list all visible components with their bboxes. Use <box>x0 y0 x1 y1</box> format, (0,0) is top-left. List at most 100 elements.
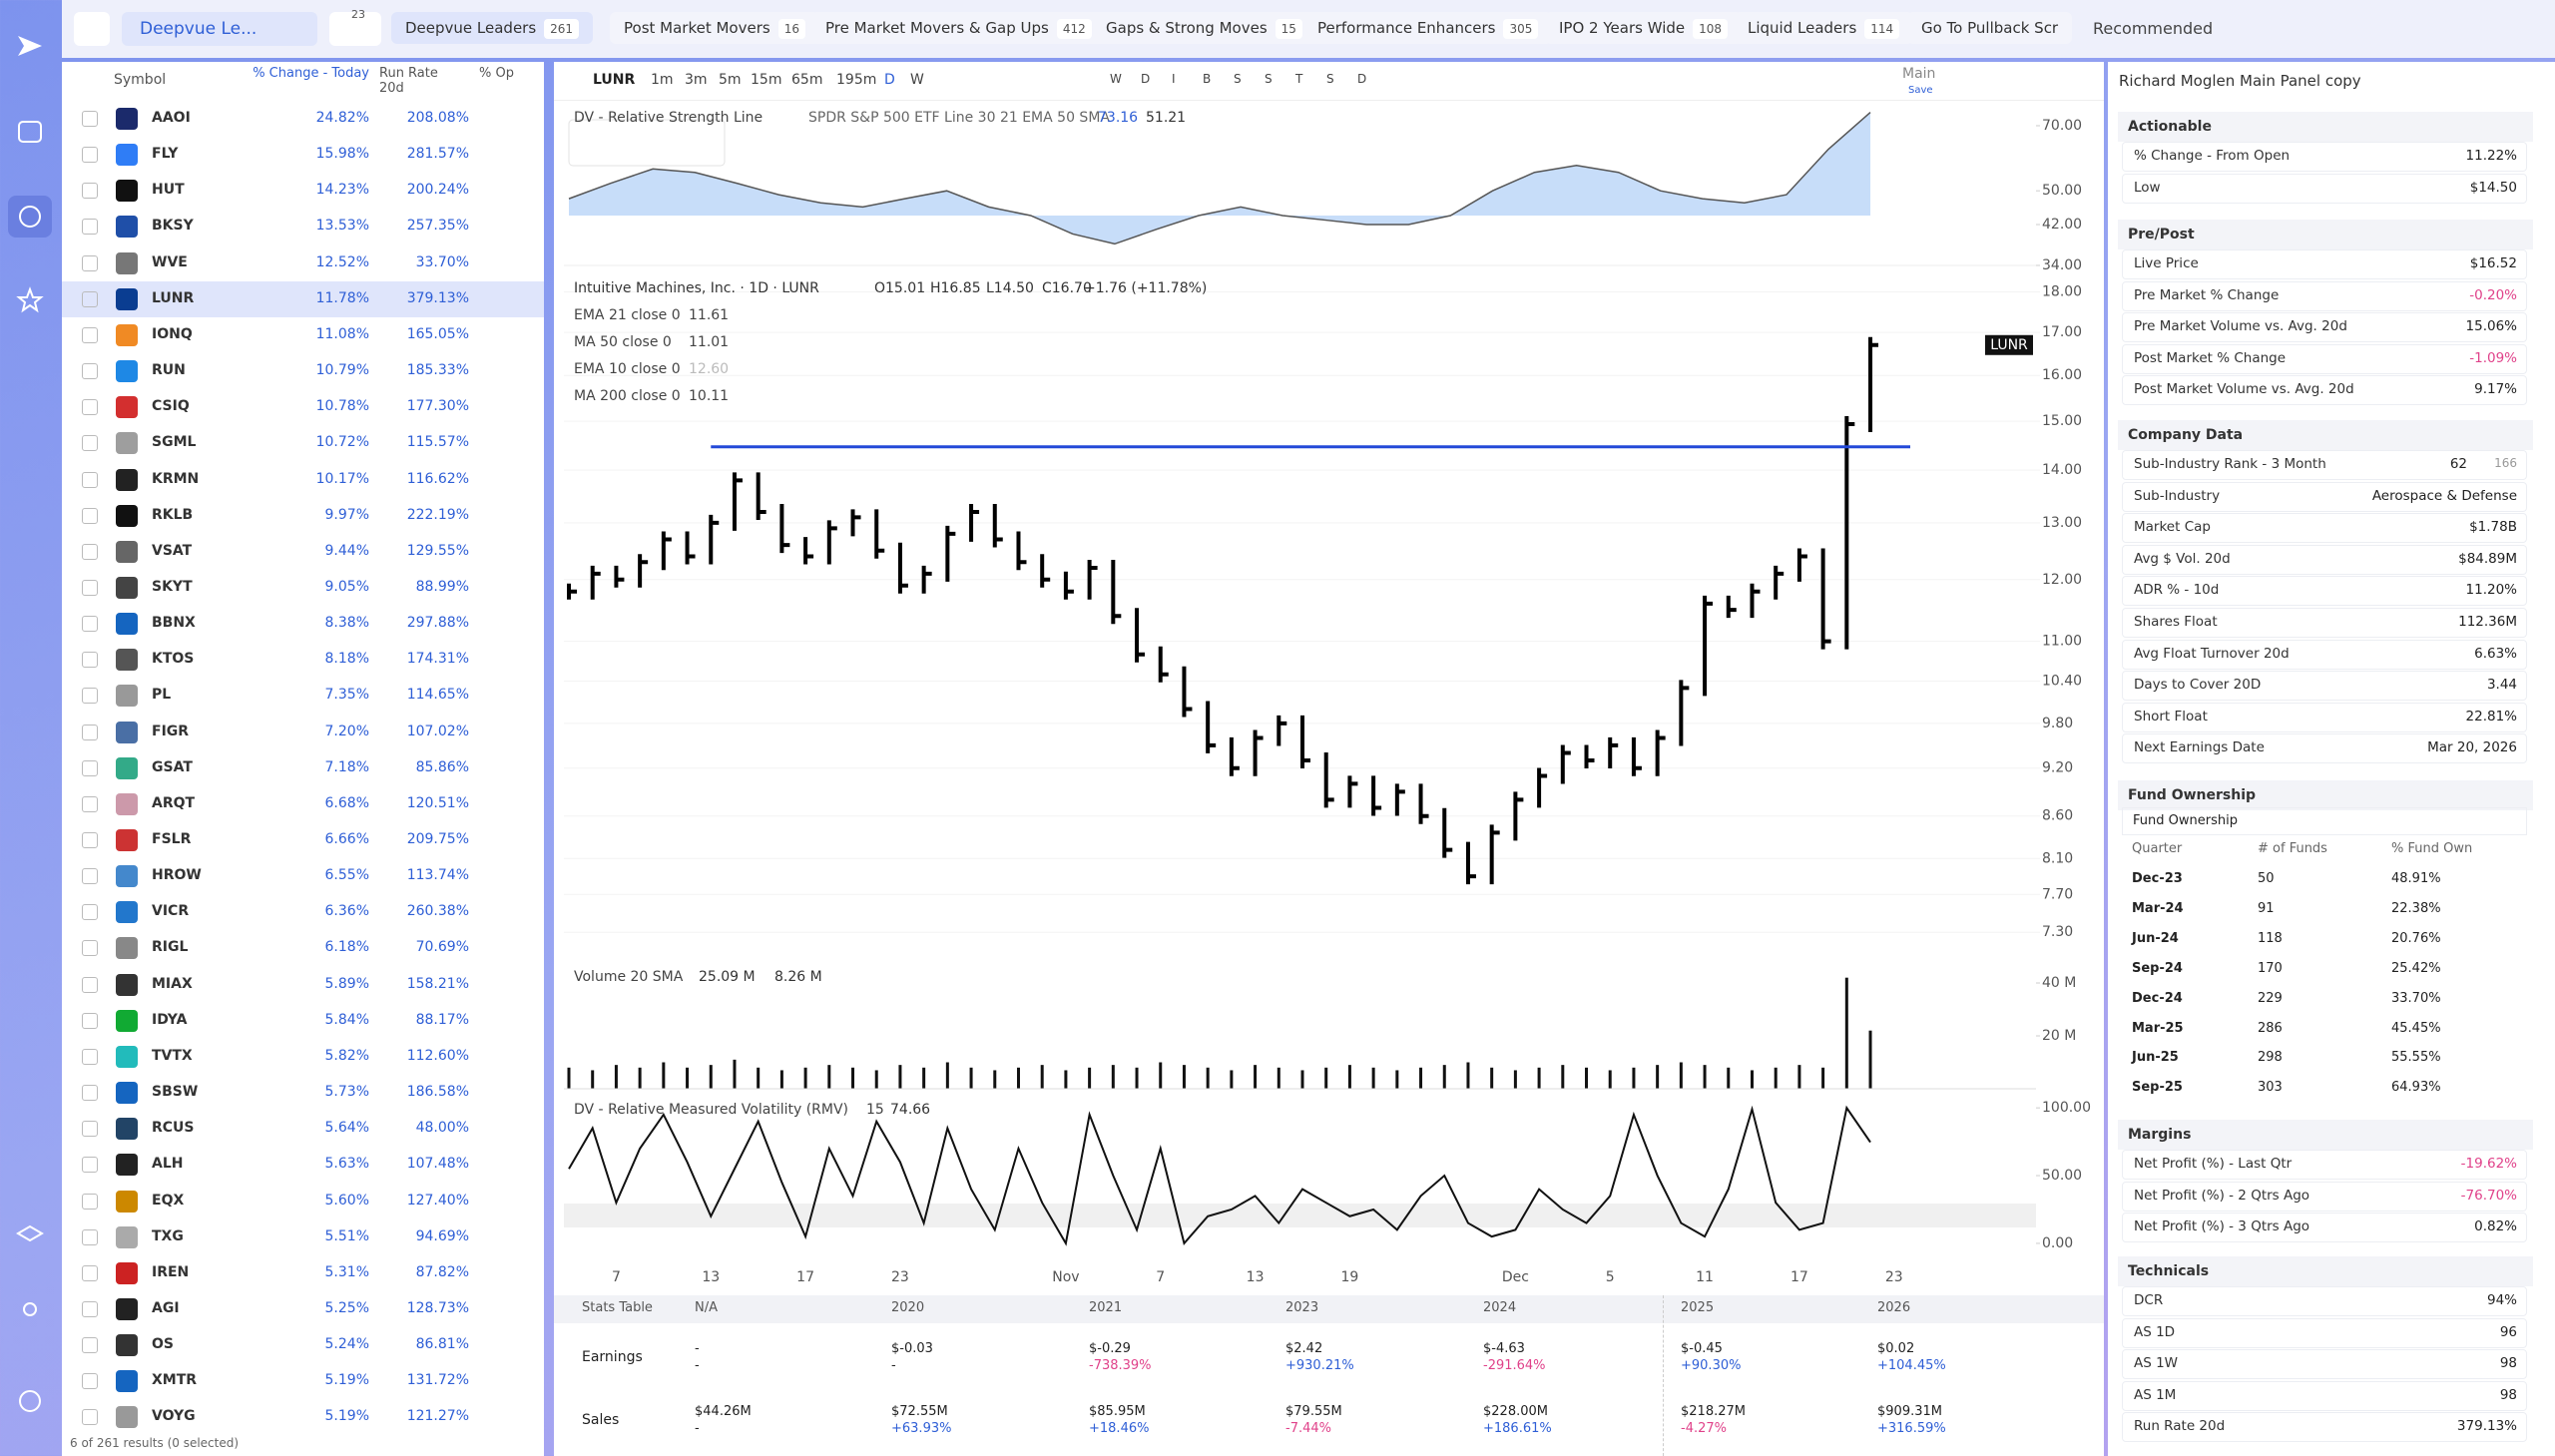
interval[interactable]: 5m <box>719 72 742 88</box>
row-checkbox[interactable] <box>82 579 98 596</box>
filter-button[interactable] <box>329 12 381 46</box>
interval[interactable]: 65m <box>791 72 823 88</box>
toolbar-button[interactable]: S <box>1265 72 1273 86</box>
tab[interactable]: Performance Enhancers 305 <box>1303 12 1553 44</box>
toolbar-button[interactable]: S <box>1326 72 1334 86</box>
tab[interactable]: Gaps & Strong Moves 15 <box>1092 12 1316 44</box>
row-checkbox[interactable] <box>82 1157 98 1174</box>
symbol[interactable]: TVTX <box>152 1047 193 1064</box>
nav-icon[interactable] <box>16 286 44 313</box>
symbol[interactable]: KTOS <box>152 651 195 668</box>
symbol[interactable]: RUN <box>152 362 186 379</box>
symbol[interactable]: FIGR <box>152 723 190 739</box>
symbol[interactable]: FSLR <box>152 831 192 847</box>
tab[interactable]: Go To Pullback Scr <box>1907 12 2073 44</box>
symbol[interactable]: IREN <box>152 1263 190 1280</box>
layout-name[interactable]: Main <box>1902 66 1936 82</box>
row-checkbox[interactable] <box>82 1048 98 1065</box>
symbol[interactable]: SBSW <box>152 1084 199 1101</box>
row-checkbox[interactable] <box>82 363 98 380</box>
layout-save[interactable]: Save <box>1908 85 1933 96</box>
row-checkbox[interactable] <box>82 471 98 488</box>
symbol[interactable]: VSAT <box>152 542 193 559</box>
row-checkbox[interactable] <box>82 832 98 848</box>
nav-icon[interactable] <box>16 1224 44 1242</box>
row-checkbox[interactable] <box>82 688 98 705</box>
tab[interactable]: Post Market Movers 16 <box>610 12 819 44</box>
row-checkbox[interactable] <box>82 147 98 164</box>
symbol[interactable]: ALH <box>152 1156 184 1173</box>
row-checkbox[interactable] <box>82 1300 98 1317</box>
row-checkbox[interactable] <box>82 1012 98 1029</box>
symbol[interactable]: SKYT <box>152 578 193 595</box>
toolbar-button[interactable]: S <box>1234 72 1242 86</box>
nav-icon[interactable] <box>19 1390 41 1412</box>
symbol[interactable]: FLY <box>152 146 179 163</box>
row-checkbox[interactable] <box>82 219 98 236</box>
row-checkbox[interactable] <box>82 795 98 812</box>
tab[interactable]: Deepvue Leaders 261 <box>391 12 594 44</box>
toolbar-symbol[interactable]: LUNR <box>593 72 636 88</box>
symbol[interactable]: PL <box>152 687 172 704</box>
row-checkbox[interactable] <box>82 111 98 127</box>
symbol[interactable]: CSIQ <box>152 398 190 415</box>
symbol[interactable]: EQX <box>152 1192 185 1209</box>
sort-select[interactable]: Recommended <box>2093 19 2214 38</box>
symbol[interactable]: WVE <box>152 253 188 270</box>
interval[interactable]: 195m <box>836 72 877 88</box>
symbol[interactable]: AGI <box>152 1299 180 1316</box>
symbol[interactable]: RKLB <box>152 506 194 523</box>
symbol[interactable]: VOYG <box>152 1408 196 1425</box>
symbol[interactable]: TXG <box>152 1227 184 1244</box>
symbol[interactable]: LUNR <box>152 289 195 306</box>
row-checkbox[interactable] <box>82 290 98 307</box>
tab[interactable]: Pre Market Movers & Gap Ups 412 <box>811 12 1106 44</box>
symbol[interactable]: KRMN <box>152 470 200 487</box>
symbol[interactable]: HROW <box>152 867 202 884</box>
symbol[interactable]: SGML <box>152 434 197 451</box>
nav-icon[interactable] <box>23 1302 37 1316</box>
nav-icon[interactable] <box>19 206 41 228</box>
row-checkbox[interactable] <box>82 507 98 524</box>
symbol[interactable]: GSAT <box>152 758 193 775</box>
tab[interactable]: Liquid Leaders 114 <box>1734 12 1914 44</box>
row-checkbox[interactable] <box>82 724 98 740</box>
symbol[interactable]: IDYA <box>152 1011 188 1028</box>
symbol[interactable]: AAOI <box>152 110 191 126</box>
nav-icon[interactable] <box>18 121 42 143</box>
interval[interactable]: 15m <box>751 72 782 88</box>
fund-subtitle[interactable]: Fund Ownership <box>2122 807 2527 835</box>
row-checkbox[interactable] <box>82 326 98 343</box>
symbol[interactable]: RIGL <box>152 939 189 956</box>
row-checkbox[interactable] <box>82 1264 98 1281</box>
row-checkbox[interactable] <box>82 868 98 885</box>
symbol[interactable]: BBNX <box>152 615 196 632</box>
row-checkbox[interactable] <box>82 652 98 669</box>
row-checkbox[interactable] <box>82 1409 98 1426</box>
symbol[interactable]: HUT <box>152 182 185 199</box>
toolbar-button[interactable]: B <box>1203 72 1212 86</box>
row-checkbox[interactable] <box>82 435 98 452</box>
symbol[interactable]: RCUS <box>152 1120 195 1137</box>
tab[interactable]: IPO 2 Years Wide 108 <box>1545 12 1743 44</box>
row-checkbox[interactable] <box>82 183 98 200</box>
row-checkbox[interactable] <box>82 1228 98 1245</box>
row-checkbox[interactable] <box>82 543 98 560</box>
row-checkbox[interactable] <box>82 940 98 957</box>
search-button[interactable] <box>74 12 110 46</box>
toolbar-button[interactable]: W <box>1110 72 1122 86</box>
interval[interactable]: D <box>884 72 895 88</box>
row-checkbox[interactable] <box>82 1373 98 1390</box>
symbol[interactable]: VICR <box>152 903 190 920</box>
row-checkbox[interactable] <box>82 1085 98 1102</box>
row-checkbox[interactable] <box>82 1337 98 1354</box>
symbol[interactable]: XMTR <box>152 1372 198 1389</box>
row-checkbox[interactable] <box>82 399 98 416</box>
symbol[interactable]: OS <box>152 1336 174 1353</box>
symbol[interactable]: BKSY <box>152 218 194 235</box>
interval[interactable]: W <box>910 72 924 88</box>
toolbar-button[interactable]: I <box>1172 72 1176 86</box>
toolbar-button[interactable]: D <box>1141 72 1151 86</box>
row-checkbox[interactable] <box>82 1193 98 1210</box>
watchlist-select[interactable]: Deepvue Le... <box>122 12 317 46</box>
